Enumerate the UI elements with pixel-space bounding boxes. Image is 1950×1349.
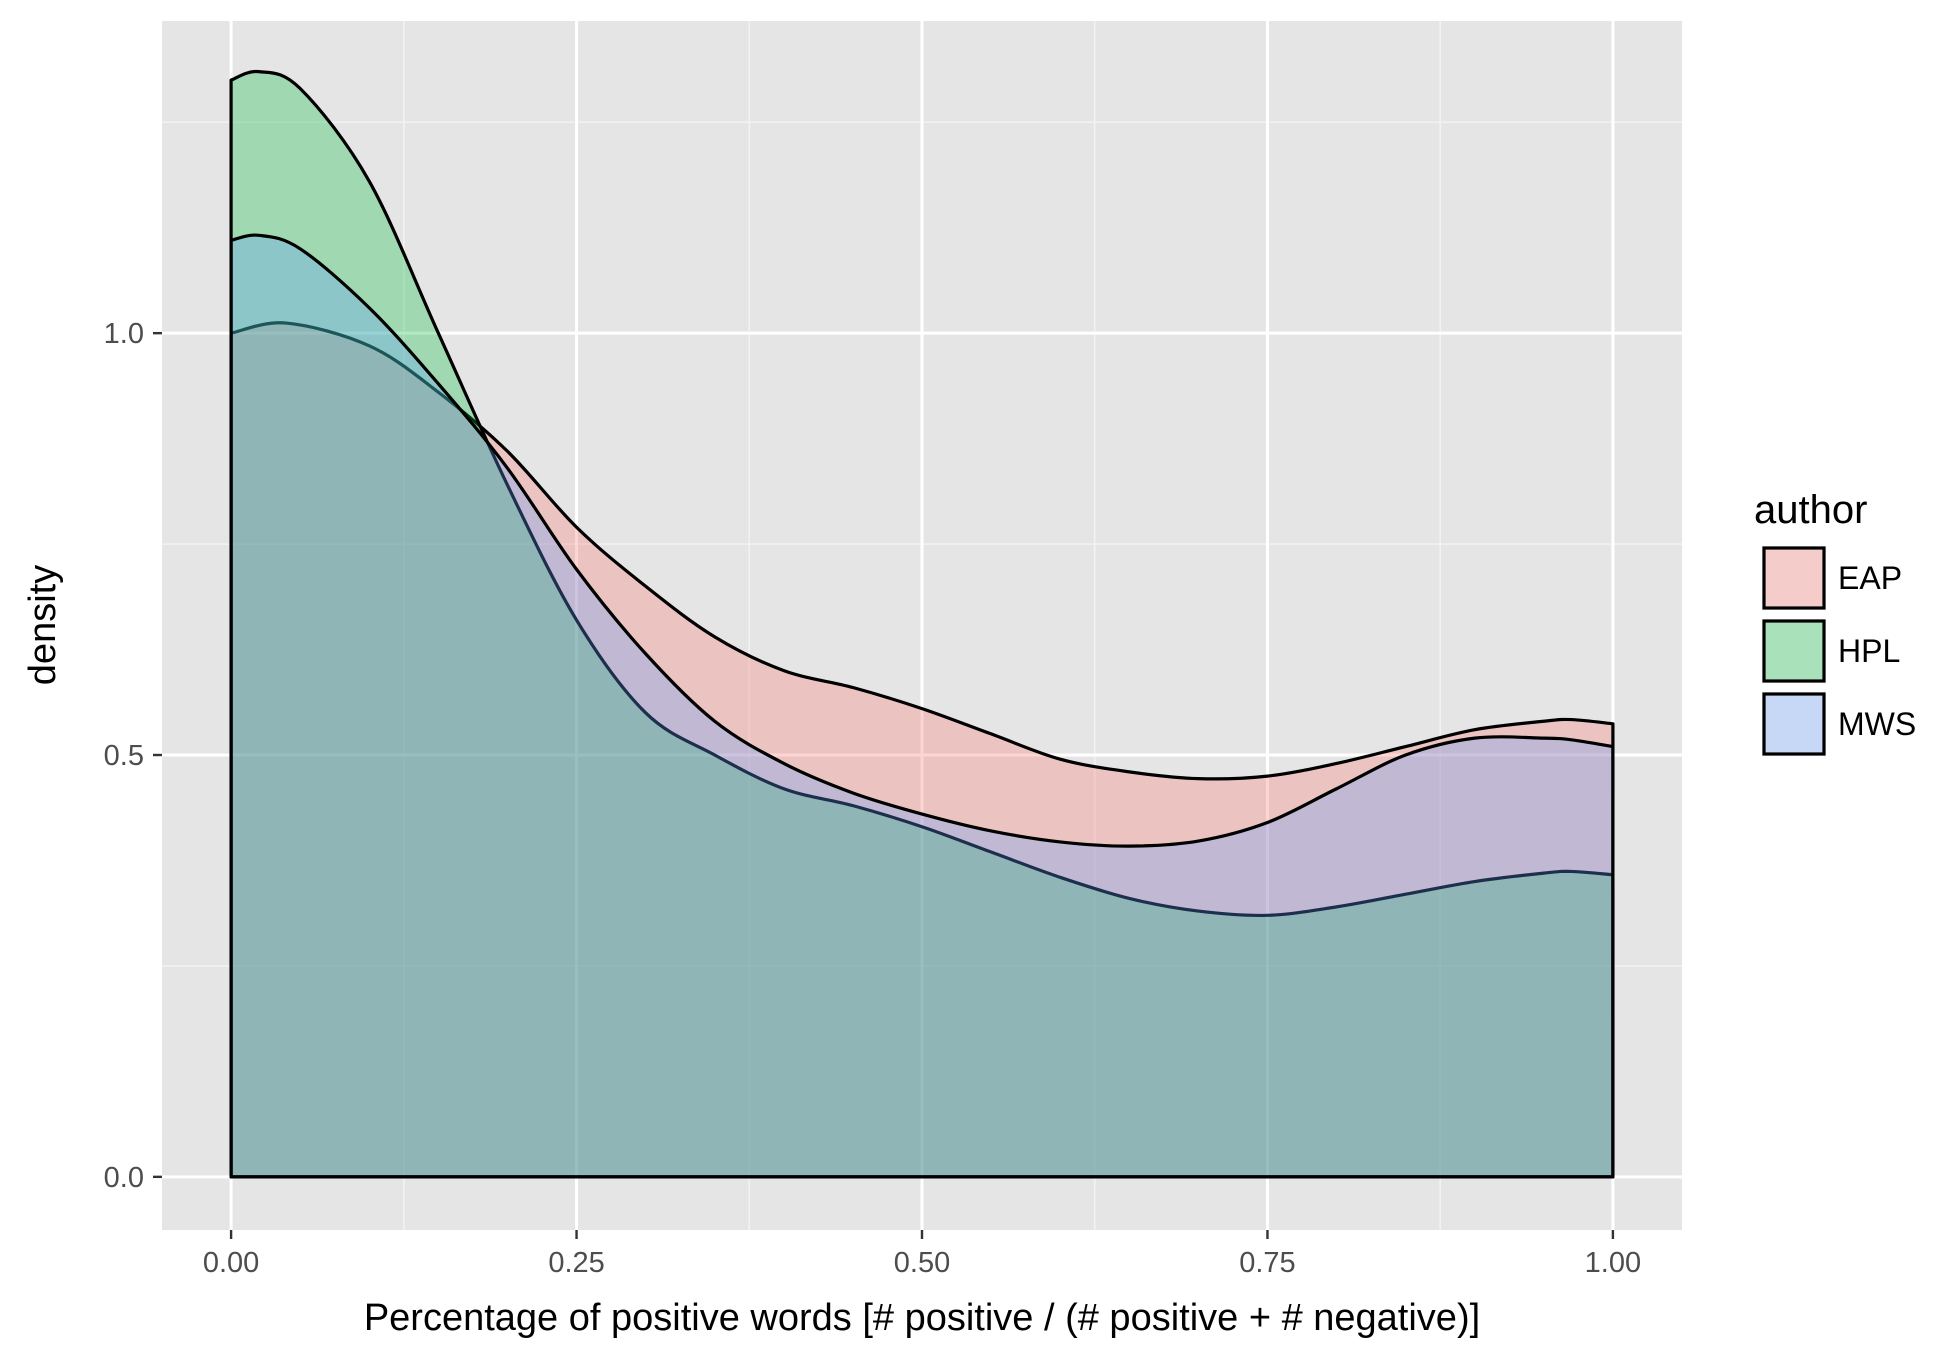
x-tick-label: 0.50: [894, 1247, 950, 1279]
legend-label-hpl: HPL: [1838, 633, 1900, 669]
density-area-mws: [229, 233, 1615, 1179]
density-areas: [229, 69, 1615, 1179]
legend-label-mws: MWS: [1838, 706, 1916, 742]
y-tick-label: 1.0: [104, 318, 144, 350]
y-axis-title: density: [22, 565, 64, 685]
y-tick-label: 0.5: [104, 740, 144, 772]
legend-key-background: [1762, 692, 1826, 756]
x-tick-label: 0.25: [548, 1247, 604, 1279]
y-axis: 0.0 0.5 1.0: [104, 318, 162, 1194]
legend-key-background: [1762, 546, 1826, 610]
x-tick-label: 0.75: [1239, 1247, 1295, 1279]
legend-key-mws: [1762, 692, 1826, 756]
x-axis: 0.00 0.25 0.50 0.75 1.00: [203, 1230, 1641, 1279]
legend-key-background: [1762, 619, 1826, 683]
legend-label-eap: EAP: [1838, 560, 1902, 596]
legend-key-eap: [1762, 546, 1826, 610]
legend: author EAP HPL MWS: [1754, 488, 1916, 756]
legend-title: author: [1754, 488, 1867, 532]
x-tick-label: 1.00: [1585, 1247, 1641, 1279]
x-tick-label: 0.00: [203, 1247, 259, 1279]
density-area-hpl: [229, 69, 1615, 1179]
y-tick-label: 0.0: [104, 1162, 144, 1194]
x-axis-title: Percentage of positive words [# positive…: [364, 1297, 1480, 1339]
legend-key-hpl: [1762, 619, 1826, 683]
